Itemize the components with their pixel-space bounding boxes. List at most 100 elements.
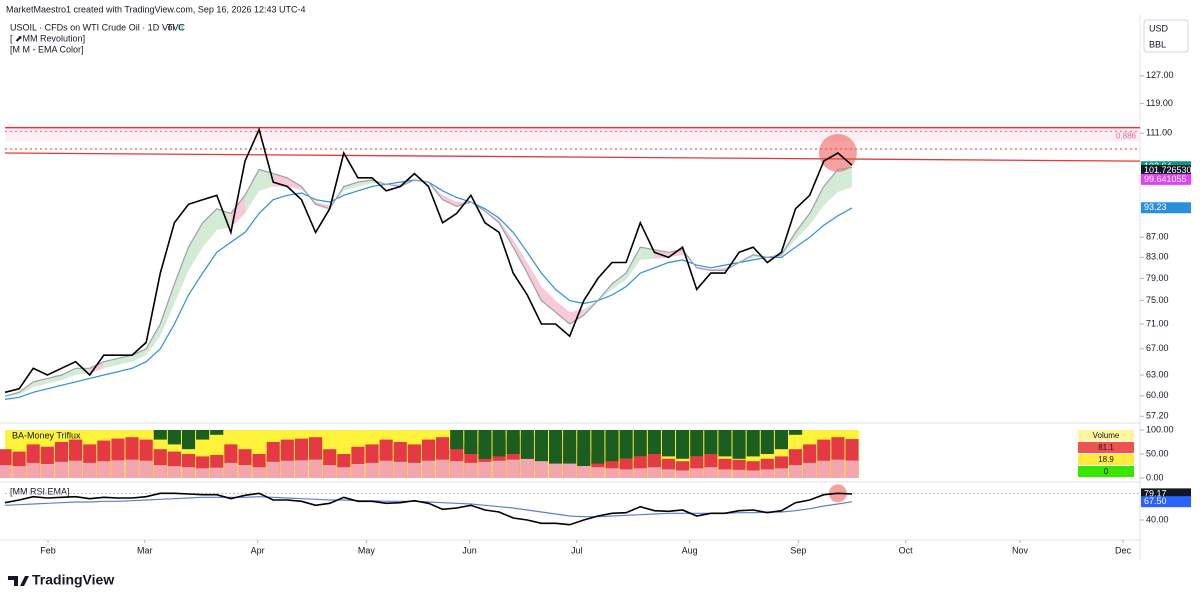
bar-shade [125,459,139,478]
ema-ribbon [33,378,48,388]
y-tick-label: 60.00 [1146,390,1169,400]
ema-ribbon [343,182,358,191]
ema-ribbon [61,368,76,381]
bar-shade [831,459,845,478]
bar [591,430,605,464]
bar [732,430,746,459]
bar-shade [365,462,379,478]
ema-ribbon [174,247,189,304]
bar [520,430,534,459]
ema-ribbon [513,239,528,274]
x-tick-label: Oct [899,545,914,555]
bar-shade [97,461,111,478]
x-tick-label: Feb [40,545,56,555]
bar-shade [817,460,831,478]
bar-shade [181,467,196,478]
bar-shade [746,470,760,478]
bar [0,449,12,478]
bar-shade [591,467,605,478]
y-tick-label: 63.00 [1146,369,1169,379]
legend-title: Volume [1093,431,1120,440]
price-badge-label: 67.50 [1144,496,1167,506]
bar [563,430,577,464]
y-tick-label: 119.00 [1146,98,1173,108]
bar-shade [407,462,421,478]
series-line [4,166,853,397]
bar-shade [718,469,732,478]
series-line [4,127,853,394]
ema-ribbon [612,273,627,290]
bar-shade [760,469,774,478]
bar-shade [633,468,647,478]
bar-shade [563,460,577,478]
x-tick-label: Mar [137,545,153,555]
bar-shade [520,458,534,478]
bar-shade [309,459,323,478]
x-tick-label: Dec [1115,545,1132,555]
bar-shade [139,460,153,478]
x-tick-label: May [358,545,376,555]
y-tick-label: 79.00 [1146,273,1169,283]
bar-shade [280,460,294,478]
y-tick-label: 50.00 [1146,448,1169,458]
bar-shade [577,465,591,478]
bar-shade [478,461,492,478]
ema-ribbon [527,262,542,301]
bar-shade [549,459,563,478]
bar [633,430,647,457]
x-tick-label: Nov [1012,545,1029,555]
bar-shade [351,463,365,478]
bar-shade [69,460,83,478]
bar-shade [294,460,309,478]
bar-shade [845,460,859,478]
bar [492,430,506,457]
bar [210,430,224,435]
y-tick-label: 75.00 [1146,295,1169,305]
indicator: [ ⬈MM Revolution] [10,33,85,43]
y-tick-label: 0.00 [1146,472,1164,482]
bar-shade [40,463,54,478]
ema-ribbon [146,324,161,356]
legend-swatch [1078,454,1134,465]
y-tick-label: 87.00 [1146,232,1169,242]
bar [167,430,181,445]
bar-shade [436,459,450,478]
credit: MarketMaestro1 created with TradingView.… [6,4,306,14]
logo: TradingView [8,572,114,588]
y-tick-label: 67.00 [1146,343,1169,353]
ema-ribbon [442,195,457,207]
legend-header [1078,430,1134,441]
bar-shade [266,461,280,478]
ema-ribbon [188,222,203,271]
bar [506,430,520,454]
bar-shade [379,460,393,478]
pane-title: [MM RSI EMA] [10,486,70,496]
y-tick-label: 127.00 [1146,70,1174,80]
bar [577,430,591,466]
price-badge-label: 101.726530 [1144,165,1192,175]
bar [478,430,492,459]
bar [605,430,619,462]
x-tick-label: Aug [682,545,698,555]
bar-shade [54,461,69,478]
bar-shade [421,460,436,478]
bar-shade [12,466,26,478]
bar [760,430,774,454]
bar-shade [647,467,661,478]
ema-ribbon [710,267,725,271]
legend-item: 81.1 [1098,443,1114,452]
ema-ribbon [160,283,175,337]
logo-text: TradingView [32,572,114,588]
bar-shade [252,467,266,478]
bar [464,430,478,454]
bar-shade [534,458,549,478]
bar-shade [0,465,12,478]
level-label: 0.886 [1116,131,1137,140]
ema-ribbon [626,247,641,280]
bar [196,430,210,440]
bar-shade [676,470,690,478]
y-tick-label: 57.20 [1146,411,1169,421]
legend-item: 0 [1104,467,1109,476]
bar-shade [196,468,210,478]
symbol: USOIL · CFDs on WTI Crude Oil · 1D · TVC [10,22,186,32]
